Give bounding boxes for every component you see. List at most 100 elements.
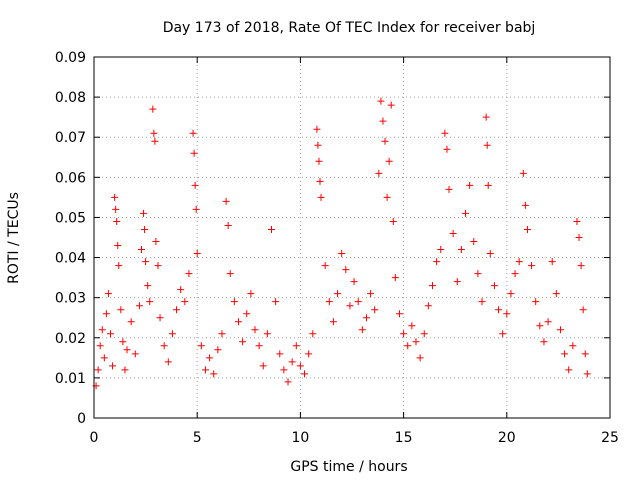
- data-point: [117, 306, 125, 314]
- data-point: [193, 250, 201, 258]
- data-point: [230, 298, 238, 306]
- data-point: [486, 250, 494, 258]
- data-point: [292, 342, 300, 350]
- data-point: [272, 298, 280, 306]
- axis-ticks: 0 0.01 0.02 0.03 0.04 0.05 0.06 0.07 0.08 0.09 0 5 1…: [55, 50, 619, 446]
- data-point: [192, 205, 200, 213]
- data-points: [92, 97, 591, 390]
- data-point: [309, 330, 317, 338]
- y-tick-label: 0.02: [55, 331, 86, 347]
- data-point: [523, 225, 531, 233]
- data-point: [146, 298, 154, 306]
- data-point: [104, 290, 112, 298]
- data-point: [280, 366, 288, 374]
- data-point: [375, 169, 383, 177]
- data-point: [478, 298, 486, 306]
- y-tick-label: 0.04: [55, 251, 86, 267]
- data-point: [519, 169, 527, 177]
- x-axis-label: GPS time / hours: [290, 459, 407, 475]
- data-point: [201, 366, 209, 374]
- y-tick-label: 0.05: [55, 210, 86, 226]
- data-point: [114, 242, 122, 250]
- data-point: [420, 330, 428, 338]
- data-point: [453, 278, 461, 286]
- data-point: [412, 338, 420, 346]
- data-point: [168, 330, 176, 338]
- data-point: [482, 113, 490, 121]
- data-point: [191, 181, 199, 189]
- data-point: [243, 310, 251, 318]
- data-point: [251, 326, 259, 334]
- data-point: [515, 258, 523, 266]
- data-point: [544, 318, 552, 326]
- x-tick-label: 5: [193, 430, 202, 446]
- data-point: [579, 306, 587, 314]
- data-point: [123, 346, 131, 354]
- y-tick-label: 0.01: [55, 371, 86, 387]
- data-point: [96, 342, 104, 350]
- data-point: [424, 302, 432, 310]
- data-point: [127, 318, 135, 326]
- data-point: [483, 141, 491, 149]
- data-point: [276, 350, 284, 358]
- data-point: [224, 221, 232, 229]
- data-point: [532, 298, 540, 306]
- data-point: [222, 197, 230, 205]
- data-point: [234, 318, 242, 326]
- data-point: [102, 310, 110, 318]
- y-tick-label: 0: [77, 411, 86, 427]
- data-point: [490, 282, 498, 290]
- data-point: [395, 310, 403, 318]
- data-point: [288, 358, 296, 366]
- data-point: [111, 193, 119, 201]
- data-point: [151, 137, 159, 145]
- data-point: [164, 358, 172, 366]
- data-point: [521, 201, 529, 209]
- data-point: [247, 290, 255, 298]
- data-point: [239, 338, 247, 346]
- data-point: [137, 246, 145, 254]
- data-point: [540, 338, 548, 346]
- y-tick-label: 0.08: [55, 90, 86, 106]
- data-point: [121, 366, 129, 374]
- data-point: [268, 225, 276, 233]
- data-point: [189, 129, 197, 137]
- x-tick-label: 0: [90, 430, 99, 446]
- data-point: [511, 270, 519, 278]
- y-tick-label: 0.07: [55, 130, 86, 146]
- data-point: [301, 370, 309, 378]
- data-point: [536, 322, 544, 330]
- data-point: [214, 346, 222, 354]
- y-tick-label: 0.09: [55, 50, 86, 66]
- data-point: [98, 326, 106, 334]
- data-point: [552, 290, 560, 298]
- data-point: [94, 366, 102, 374]
- data-point: [113, 217, 121, 225]
- data-point: [371, 306, 379, 314]
- data-point: [314, 141, 322, 149]
- data-point: [156, 314, 164, 322]
- x-tick-label: 15: [395, 430, 413, 446]
- x-tick-label: 20: [498, 430, 516, 446]
- data-point: [149, 105, 157, 113]
- data-point: [350, 278, 358, 286]
- data-point: [362, 314, 370, 322]
- data-point: [575, 234, 583, 241]
- data-point: [259, 362, 267, 370]
- data-point: [507, 290, 515, 298]
- plot-frame: [93, 56, 611, 419]
- data-point: [131, 350, 139, 358]
- data-point: [354, 298, 362, 306]
- data-point: [400, 330, 408, 338]
- data-point: [391, 274, 399, 282]
- data-point: [379, 117, 387, 125]
- data-point: [383, 193, 391, 201]
- chart-title: Day 173 of 2018, Rate Of TEC Index for r…: [163, 20, 536, 36]
- data-point: [565, 366, 573, 374]
- data-point: [377, 97, 385, 105]
- data-point: [185, 270, 193, 278]
- data-point: [462, 209, 470, 217]
- data-point: [381, 137, 389, 145]
- data-point: [548, 258, 556, 266]
- data-point: [404, 342, 412, 350]
